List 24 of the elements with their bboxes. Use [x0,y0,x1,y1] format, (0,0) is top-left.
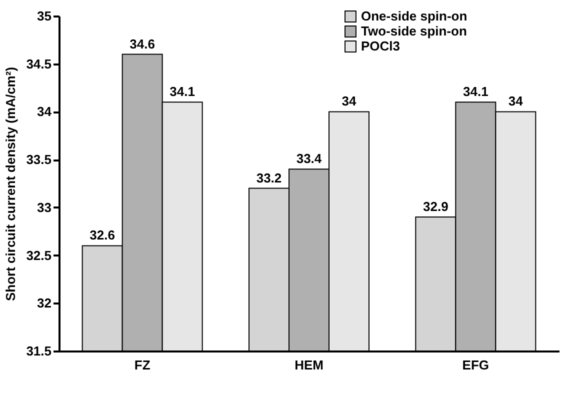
x-tick-label: EFG [462,358,490,372]
data-label: 34 [508,94,524,109]
y-tick-label: 33.5 [26,152,52,168]
y-tick-label: 32.5 [26,248,52,263]
x-tick-label: HEM [294,358,324,372]
y-tick-label: 31.5 [26,344,52,358]
y-tick-label: 34 [37,104,52,120]
legend-label: One-side spin-on [361,8,468,24]
data-label: 34.6 [130,36,155,52]
data-label: 34.1 [170,84,195,100]
y-tick-label: 35 [37,8,52,24]
data-label: 33.2 [256,170,282,186]
data-label: 34.1 [463,84,488,100]
x-tick-label: FZ [134,358,150,372]
y-tick-label: 34.5 [26,56,52,72]
y-axis-title: Short circuit current density (mA/cm²) [3,66,18,302]
y-tick-label: 33 [37,200,52,215]
legend-label: Two-side spin-on [361,24,467,38]
data-label: 33.4 [296,151,322,166]
legend-label: POCl3 [361,38,400,54]
data-label: 34 [342,94,357,109]
y-tick-label: 32 [37,296,52,311]
data-label: 32.9 [423,199,448,214]
data-label: 32.6 [90,228,115,243]
